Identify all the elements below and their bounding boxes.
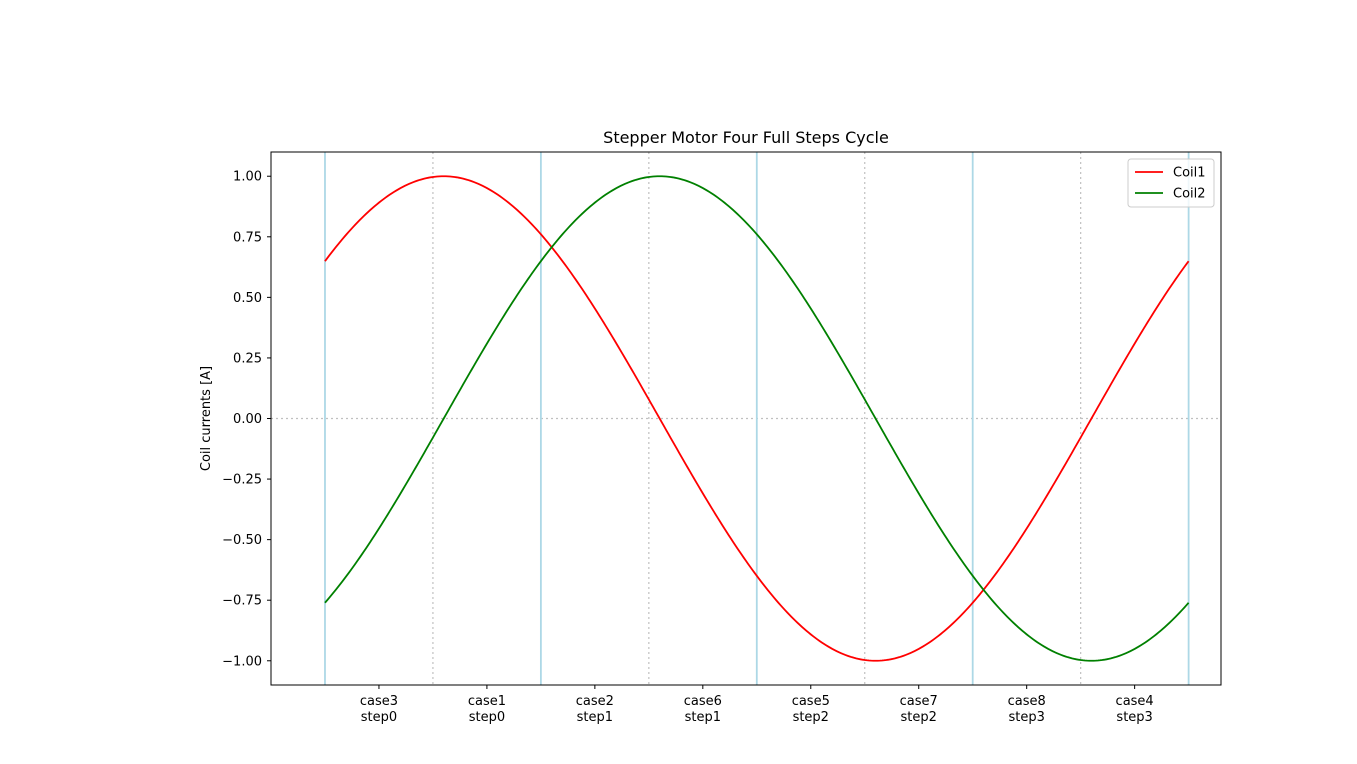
y-tick-label: −0.75 (222, 594, 262, 609)
y-tick-label: 0.75 (233, 230, 262, 245)
x-tick-label-line: case8 (1008, 694, 1046, 709)
x-tick-label-line: case1 (468, 694, 506, 709)
x-tick-label: case5 step2 (792, 694, 830, 725)
y-tick-label: −0.50 (222, 533, 262, 548)
x-tick-label: case1 step0 (468, 694, 506, 725)
x-tick-label: case8 step3 (1008, 694, 1046, 725)
x-tick-label-line: case5 (792, 694, 830, 709)
y-axis-label: Coil currents [A] (199, 366, 214, 471)
x-tick-label-line: step3 (1116, 710, 1152, 725)
x-tick-label-line: step2 (901, 710, 937, 725)
x-tick-label-line: step1 (685, 710, 721, 725)
x-tick-label-line: case6 (684, 694, 722, 709)
x-tick-label: case4 step3 (1116, 694, 1154, 725)
x-tick-label: case6 step1 (684, 694, 722, 725)
x-tick-label-line: step2 (793, 710, 829, 725)
x-tick-label-line: case2 (576, 694, 614, 709)
y-tick-label: −1.00 (222, 654, 262, 669)
x-tick-label: case3 step0 (360, 694, 398, 725)
x-tick-label-line: case7 (900, 694, 938, 709)
x-tick-label: case7 step2 (900, 694, 938, 725)
y-tick-label: −0.25 (222, 473, 262, 488)
y-tick-label: 0.25 (233, 351, 262, 366)
chart-title: Stepper Motor Four Full Steps Cycle (603, 128, 889, 147)
x-tick-label-line: step0 (361, 710, 397, 725)
y-tick-label: 0.00 (233, 412, 262, 427)
legend-label-coil1: Coil1 (1173, 166, 1206, 181)
grid-layer (271, 152, 1221, 685)
y-tick-label: 0.50 (233, 291, 262, 306)
series-line-coil1 (324, 175, 1190, 662)
legend: Coil1 Coil2 (1127, 158, 1215, 208)
x-tick-label-line: case4 (1116, 694, 1154, 709)
legend-label-coil2: Coil2 (1173, 187, 1206, 202)
x-tick-label: case2 step1 (576, 694, 614, 725)
series-line-coil2 (324, 175, 1190, 662)
x-tick-label-line: step3 (1008, 710, 1044, 725)
series-layer (324, 175, 1190, 662)
x-tick-label-line: step1 (577, 710, 613, 725)
ticks-layer: 1.00 0.75 0.50 0.25 0.00 −0.25 −0.50 −0.75 −1.00… (222, 170, 1154, 725)
legend-box (1127, 158, 1215, 208)
x-tick-label-line: step0 (469, 710, 505, 725)
x-tick-label-line: case3 (360, 694, 398, 709)
y-tick-label: 1.00 (233, 170, 262, 185)
